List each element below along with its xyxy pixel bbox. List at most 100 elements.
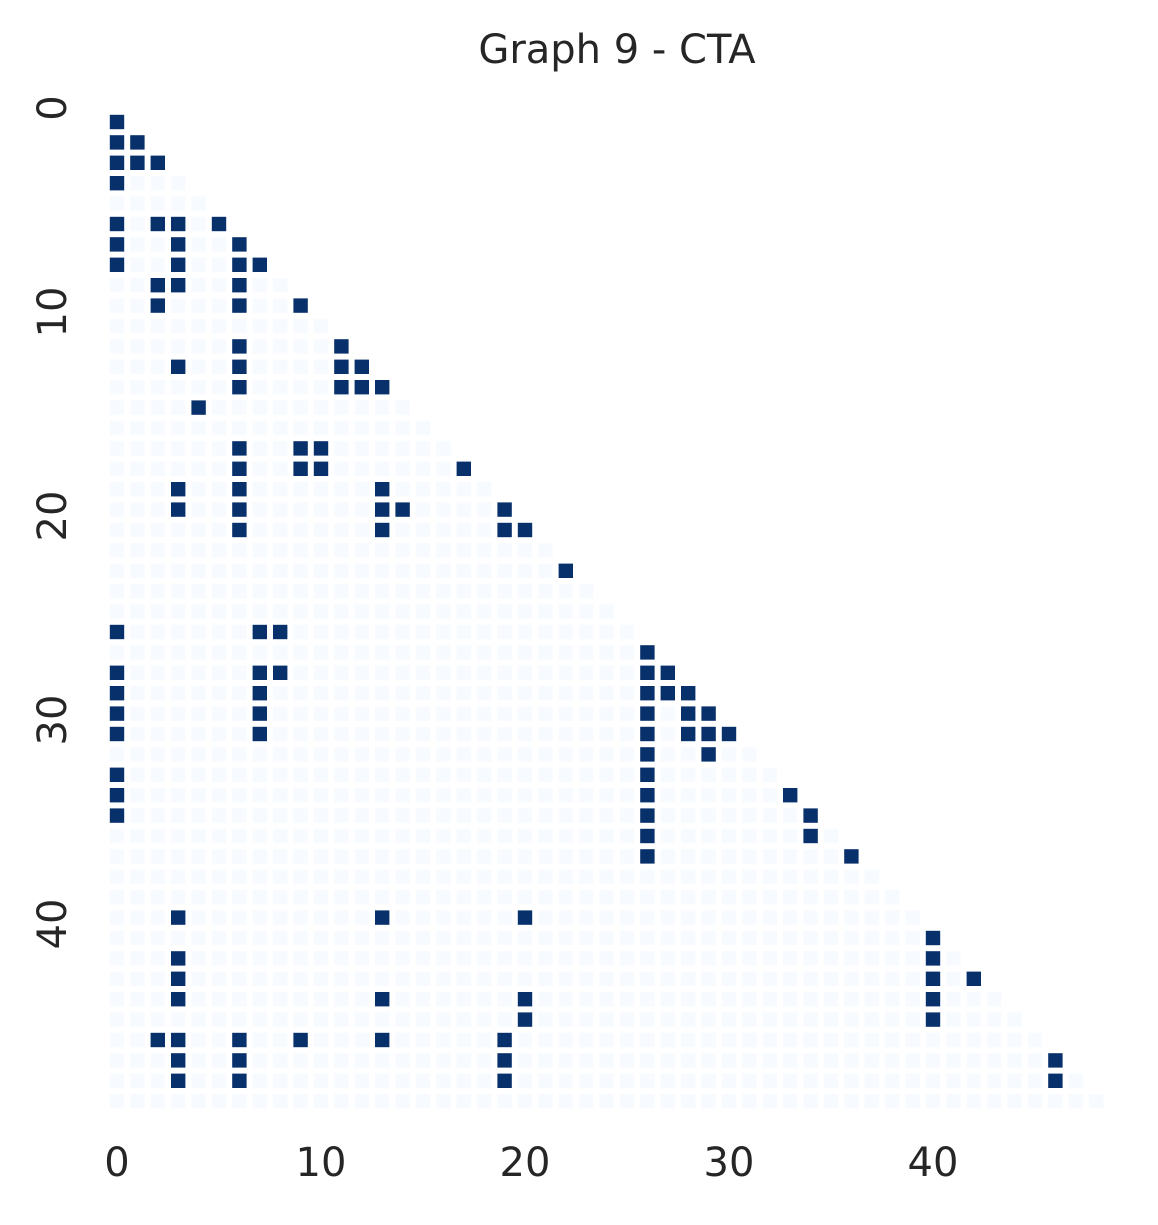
heatmap-cell xyxy=(171,318,186,334)
heatmap-cell xyxy=(130,992,145,1007)
heatmap-cell xyxy=(313,359,329,374)
heatmap-cell xyxy=(579,1073,594,1088)
heatmap-cell xyxy=(293,910,308,925)
heatmap-cell xyxy=(579,910,594,925)
heatmap-cell xyxy=(497,828,512,844)
heatmap-cell xyxy=(130,257,145,272)
heatmap-cell xyxy=(946,971,961,986)
heatmap-cell xyxy=(619,930,635,946)
heatmap-cell xyxy=(293,869,308,884)
heatmap-cell xyxy=(395,563,410,578)
heatmap-cell xyxy=(395,1073,410,1088)
heatmap-cell xyxy=(273,502,288,517)
heatmap-cell xyxy=(517,563,533,578)
y-tick-label: 30 xyxy=(30,695,76,746)
heatmap-cell xyxy=(395,808,410,823)
heatmap-cell xyxy=(558,665,573,680)
heatmap-cell xyxy=(273,869,288,884)
heatmap-cell xyxy=(150,890,165,905)
heatmap-cell xyxy=(191,1032,206,1048)
heatmap-cell xyxy=(130,767,145,782)
heatmap-cell xyxy=(354,910,369,925)
heatmap-cell xyxy=(517,522,533,538)
heatmap-cell xyxy=(150,1032,165,1048)
heatmap-cell xyxy=(783,1032,798,1048)
heatmap-cell xyxy=(395,441,410,456)
heatmap-cell xyxy=(232,482,247,497)
heatmap-cell xyxy=(681,706,696,721)
heatmap-cell xyxy=(844,930,859,946)
heatmap-cell xyxy=(538,971,553,986)
heatmap-cell xyxy=(742,992,757,1007)
heatmap-cell xyxy=(252,1012,267,1027)
heatmap-cell xyxy=(252,992,267,1007)
heatmap-cell xyxy=(293,1073,308,1088)
heatmap-cell xyxy=(1007,1053,1022,1068)
heatmap-cell xyxy=(905,1073,920,1088)
heatmap-cell xyxy=(354,1032,369,1048)
heatmap-cell xyxy=(191,257,206,272)
heatmap-cell xyxy=(415,645,431,660)
heatmap-cell xyxy=(334,482,349,497)
heatmap-cell xyxy=(273,482,288,497)
heatmap-cell xyxy=(619,992,635,1007)
heatmap-cell xyxy=(599,726,614,742)
heatmap-cell xyxy=(273,1012,288,1027)
heatmap-cell xyxy=(130,502,145,517)
heatmap-cell xyxy=(334,747,349,762)
heatmap-cell xyxy=(497,930,512,946)
heatmap-cell xyxy=(415,584,431,599)
heatmap-cell xyxy=(579,726,594,742)
heatmap-cell xyxy=(517,1094,533,1109)
heatmap-cell xyxy=(497,584,512,599)
heatmap-cell xyxy=(150,910,165,925)
heatmap-cell xyxy=(538,1053,553,1068)
heatmap-cell xyxy=(354,828,369,844)
heatmap-cell xyxy=(293,359,308,374)
heatmap-cell xyxy=(477,502,492,517)
heatmap-cell xyxy=(885,992,900,1007)
heatmap-cell xyxy=(313,849,329,864)
heatmap-cell xyxy=(885,1053,900,1068)
heatmap-cell xyxy=(701,951,716,966)
heatmap-cell xyxy=(171,1032,186,1048)
heatmap-cell xyxy=(497,522,512,538)
heatmap-cell xyxy=(293,441,308,456)
heatmap-cell xyxy=(599,604,614,619)
heatmap-cell xyxy=(232,808,247,823)
heatmap-cell xyxy=(558,624,573,640)
heatmap-cell xyxy=(191,359,206,374)
heatmap-cell xyxy=(987,992,1002,1007)
heatmap-cell xyxy=(885,1032,900,1048)
heatmap-cell xyxy=(844,1032,859,1048)
heatmap-cell xyxy=(293,665,308,680)
heatmap-cell xyxy=(497,502,512,517)
heatmap-cell xyxy=(783,1094,798,1109)
heatmap-cell xyxy=(191,1073,206,1088)
heatmap-cell xyxy=(293,563,308,578)
heatmap-cell xyxy=(477,930,492,946)
heatmap-cell xyxy=(313,930,329,946)
heatmap-cell xyxy=(436,910,451,925)
heatmap-cell xyxy=(966,1073,981,1088)
heatmap-cell xyxy=(783,788,798,803)
heatmap-cell xyxy=(925,1012,941,1027)
heatmap-cell xyxy=(885,1094,900,1109)
heatmap-cell xyxy=(579,767,594,782)
heatmap-cell xyxy=(109,1012,125,1027)
heatmap-cell xyxy=(1027,1094,1043,1109)
heatmap-cell xyxy=(660,747,675,762)
heatmap-cell xyxy=(130,869,145,884)
heatmap-cell xyxy=(864,1073,879,1088)
heatmap-cell xyxy=(150,441,165,456)
heatmap-cell xyxy=(109,992,125,1007)
heatmap-cell xyxy=(558,890,573,905)
heatmap-cell xyxy=(109,747,125,762)
heatmap-cell xyxy=(579,645,594,660)
heatmap-cell xyxy=(701,1073,716,1088)
heatmap-cell xyxy=(354,522,369,538)
heatmap-cell xyxy=(538,1032,553,1048)
heatmap-cell xyxy=(456,869,471,884)
heatmap-cell xyxy=(783,849,798,864)
heatmap-cell xyxy=(211,522,227,538)
